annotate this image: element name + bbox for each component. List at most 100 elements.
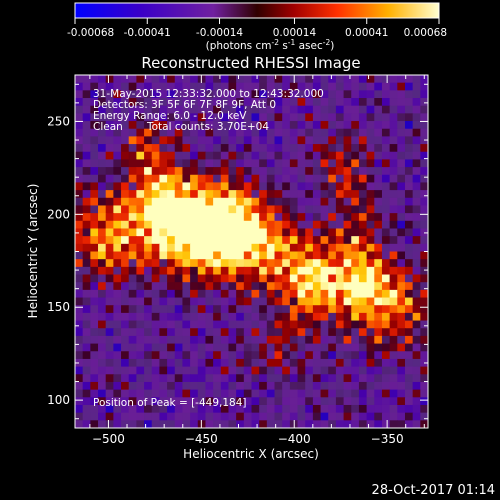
heatmap-cell xyxy=(144,312,153,322)
heatmap-cell xyxy=(82,412,91,421)
heatmap-cell xyxy=(289,236,299,245)
heatmap-cell xyxy=(228,404,237,414)
heatmap-cell xyxy=(128,297,137,306)
heatmap-cell xyxy=(144,243,153,253)
heatmap-cell xyxy=(404,259,414,268)
heatmap-cell xyxy=(404,366,414,375)
heatmap-cell xyxy=(412,312,421,322)
heatmap-cell xyxy=(213,351,222,360)
heatmap-cell xyxy=(182,374,191,383)
heatmap-cell xyxy=(420,389,428,398)
heatmap-cell xyxy=(205,381,214,391)
heatmap-cell xyxy=(420,343,428,352)
heatmap-cell xyxy=(297,328,306,337)
heatmap-cell xyxy=(113,312,122,322)
heatmap-cell xyxy=(374,144,383,153)
heatmap-cell xyxy=(144,144,153,153)
heatmap-cell xyxy=(328,98,337,107)
heatmap-cell xyxy=(82,197,91,207)
heatmap-cell xyxy=(312,351,322,360)
heatmap-cell xyxy=(389,82,398,91)
heatmap-cell xyxy=(121,128,130,137)
heatmap-cell xyxy=(159,358,168,368)
heatmap-cell xyxy=(374,320,383,329)
heatmap-cell xyxy=(358,328,368,337)
heatmap-cell xyxy=(374,236,383,245)
heatmap-cell xyxy=(82,205,91,214)
heatmap-cell xyxy=(167,374,176,383)
heatmap-cell xyxy=(328,289,337,299)
heatmap-cell xyxy=(98,266,107,276)
heatmap-cell xyxy=(90,297,99,306)
heatmap-cell xyxy=(144,182,153,191)
heatmap-cell xyxy=(128,98,137,107)
heatmap-cell xyxy=(343,259,352,268)
heatmap-cell xyxy=(113,144,122,153)
heatmap-cell xyxy=(259,159,268,168)
heatmap-cell xyxy=(289,412,299,421)
heatmap-cell xyxy=(197,121,207,130)
heatmap-cell xyxy=(174,412,184,421)
heatmap-cell xyxy=(213,274,222,283)
heatmap-cell xyxy=(174,358,184,368)
heatmap-cell xyxy=(335,374,345,383)
heatmap-cell xyxy=(343,420,352,428)
heatmap-cell xyxy=(75,282,84,291)
heatmap-cell xyxy=(289,374,299,383)
heatmap-cell xyxy=(105,75,114,84)
heatmap-cell xyxy=(412,351,421,360)
heatmap-cell xyxy=(381,75,391,84)
heatmap-cell xyxy=(351,343,360,352)
heatmap-cell xyxy=(113,259,122,268)
heatmap-cell xyxy=(420,182,428,191)
heatmap-cell xyxy=(182,151,191,161)
heatmap-cell xyxy=(343,404,352,414)
heatmap-cell xyxy=(205,343,214,352)
heatmap-cell xyxy=(228,121,237,130)
heatmap-cell xyxy=(289,389,299,398)
heatmap-cell xyxy=(266,144,276,153)
heatmap-cell xyxy=(289,358,299,368)
heatmap-cell xyxy=(312,305,322,314)
heatmap-cell xyxy=(397,351,406,360)
heatmap-cell xyxy=(397,136,406,145)
heatmap-cell xyxy=(190,98,199,107)
heatmap-cell xyxy=(174,167,184,176)
heatmap-cell xyxy=(105,351,114,360)
heatmap-cell xyxy=(297,90,306,99)
heatmap-cell xyxy=(397,289,406,299)
heatmap-cell xyxy=(90,182,99,191)
heatmap-cell xyxy=(274,397,283,406)
heatmap-cell xyxy=(335,113,345,122)
heatmap-cell xyxy=(312,82,322,91)
heatmap-cell xyxy=(121,289,130,299)
heatmap-cell xyxy=(289,282,299,291)
heatmap-cell xyxy=(381,98,391,107)
heatmap-cell xyxy=(174,389,184,398)
heatmap-cell xyxy=(167,128,176,137)
heatmap-cell xyxy=(144,328,153,337)
heatmap-cell xyxy=(335,128,345,137)
heatmap-cell xyxy=(228,205,237,214)
heatmap-cell xyxy=(282,305,291,314)
heatmap-cell xyxy=(190,328,199,337)
heatmap-cell xyxy=(274,90,283,99)
heatmap-cell xyxy=(190,404,199,414)
heatmap-cell xyxy=(320,167,329,176)
heatmap-cell xyxy=(266,159,276,168)
heatmap-cell xyxy=(381,220,391,230)
heatmap-cell xyxy=(358,404,368,414)
heatmap-cell xyxy=(113,389,122,398)
heatmap-cell xyxy=(381,121,391,130)
heatmap-cell xyxy=(397,397,406,406)
heatmap-cell xyxy=(90,190,99,199)
heatmap-cell xyxy=(251,297,260,306)
heatmap-cell xyxy=(197,420,207,428)
heatmap-cell xyxy=(144,159,153,168)
heatmap-cell xyxy=(259,75,268,84)
heatmap-cell xyxy=(412,374,421,383)
heatmap-cell xyxy=(167,90,176,99)
heatmap-cell xyxy=(190,75,199,84)
colorbar-tick-label: 0.00068 xyxy=(404,27,447,39)
heatmap-cell xyxy=(190,397,199,406)
